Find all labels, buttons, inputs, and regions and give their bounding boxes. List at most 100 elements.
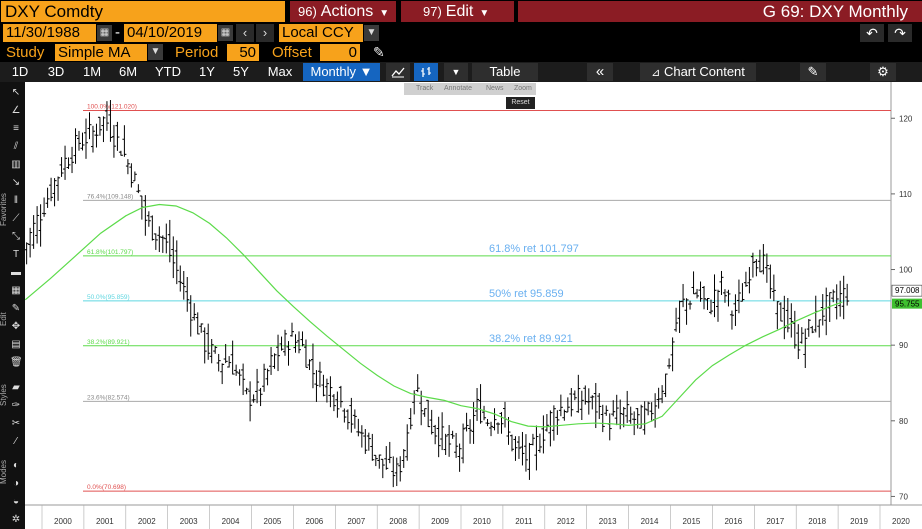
y-tick-label: 80 (899, 417, 908, 426)
x-tick-label: 2007 (347, 517, 365, 526)
channel-tool-icon[interactable]: ⫽ (13, 141, 19, 152)
actions-number: 96) (298, 4, 317, 19)
range-ytd-button[interactable]: YTD (155, 64, 181, 79)
mode-a-icon[interactable]: ◐ (12, 460, 20, 471)
range-1d-button[interactable]: 1D (11, 64, 29, 79)
x-tick-label: 2009 (431, 517, 449, 526)
range-3d-button[interactable]: 3D (47, 64, 65, 79)
chevron-down-icon[interactable]: ▼ (364, 25, 379, 41)
calendar-icon[interactable]: ▦ (218, 25, 233, 41)
gear-icon[interactable]: ⚙ (870, 63, 896, 81)
offset-field[interactable]: 0 (320, 44, 360, 61)
text-tool-icon[interactable]: T (12, 249, 20, 260)
x-tick-label: 2003 (180, 517, 198, 526)
frequency-select[interactable]: Monthly ▼ (303, 63, 380, 81)
range-max-button[interactable]: Max (267, 64, 293, 79)
line-tool-icon[interactable]: ∠ (11, 105, 21, 116)
erase-tool-icon[interactable]: ✂ (11, 418, 21, 429)
cursor-icon[interactable]: ↖ (11, 87, 21, 98)
delete-icon[interactable]: 🗑 (10, 357, 23, 368)
chevron-down-icon: ▼ (479, 8, 490, 19)
y-tick-label: 120 (899, 114, 913, 123)
x-tick-label: 2015 (683, 517, 701, 526)
pencil-icon[interactable]: ✎ (373, 44, 385, 60)
chevron-down-icon[interactable]: ▼ (148, 44, 163, 60)
previous-period-button[interactable]: ‹ (236, 24, 254, 42)
next-period-button[interactable]: › (256, 24, 274, 42)
x-tick-label: 2005 (264, 517, 282, 526)
zoom-mode-button[interactable]: Zoom (514, 85, 532, 92)
page-title: G 69: DXY Monthly (762, 2, 908, 21)
range-1m-button[interactable]: 1M (82, 64, 102, 79)
chevron-down-icon: ▼ (379, 8, 390, 19)
end-date-field[interactable]: 04/10/2019 (124, 24, 217, 42)
x-tick-label: 2011 (515, 517, 533, 526)
undo-button[interactable]: ↶ (860, 24, 884, 42)
study-bar: Study Simple MA ▼ Period 50 Offset 0 ✎ (0, 43, 922, 62)
study-select[interactable]: Simple MA (55, 44, 147, 61)
x-tick-label: 2012 (557, 517, 575, 526)
chart-content-label: Chart Content (663, 64, 745, 79)
range-6m-button[interactable]: 6M (118, 64, 138, 79)
fib-label: 100.0%(121.020) (87, 104, 137, 111)
trend-tool-icon[interactable]: ⟋ (12, 213, 20, 224)
reset-zoom-button[interactable]: Reset (506, 97, 535, 109)
edit-section-label: Edit (0, 312, 8, 326)
retracement-annotation: 38.2% ret 89.921 (489, 333, 573, 345)
fib-tool-icon[interactable]: ≡ (13, 123, 19, 134)
mode-b-icon[interactable]: ◑ (12, 478, 20, 489)
ray-tool-icon[interactable]: ↘ (11, 177, 21, 188)
retracement-annotation: 50% ret 95.859 (489, 288, 564, 300)
highlight-tool-icon[interactable]: ▰ (12, 382, 20, 393)
x-tick-label: 2000 (54, 517, 72, 526)
arrow-tool-icon[interactable]: ⤡ (12, 231, 20, 242)
start-date-field[interactable]: 11/30/1988 (3, 24, 96, 42)
fib-label: 50.0%(95.859) (87, 294, 130, 301)
track-mode-button[interactable]: Track (416, 85, 434, 92)
chart-toolbar: 1D 3D 1M 6M YTD 1Y 5Y Max Monthly ▼ ▼ Ta… (0, 62, 922, 82)
edit-label: Edit (445, 3, 474, 20)
paste-tool-icon[interactable]: ▤ (11, 339, 21, 350)
annotate-mode-button[interactable]: Annotate (444, 85, 473, 92)
chevron-down-icon[interactable]: ▼ (444, 63, 468, 81)
chevron-down-icon: ▼ (359, 64, 373, 79)
y-tick-label: 100 (899, 266, 913, 275)
shade-tool-icon[interactable]: ⁄ (15, 436, 17, 447)
chart-content-icon: ⊿ (651, 67, 661, 79)
last-price-tag (891, 284, 922, 297)
move-tool-icon[interactable]: ✥ (11, 321, 21, 332)
actions-label: Actions (320, 3, 374, 20)
currency-select[interactable]: Local CCY (279, 24, 363, 42)
retracement-tool-icon[interactable]: ‖ (13, 195, 19, 206)
bar-chart-icon[interactable] (414, 63, 438, 81)
edit-menu-button[interactable]: 97) Edit ▼ (401, 1, 514, 22)
y-tick-label: 90 (899, 341, 908, 350)
x-axis-area (25, 505, 922, 529)
news-mode-button[interactable]: News (486, 85, 504, 92)
table-button[interactable]: Table (472, 63, 538, 81)
settings-small-icon[interactable]: ✲ (11, 514, 21, 525)
double-chevron-left-icon[interactable]: « (587, 63, 613, 81)
brush-tool-icon[interactable]: ✑ (11, 400, 21, 411)
line-chart-icon[interactable] (386, 63, 410, 81)
edit-chart-icon[interactable]: ✎ (800, 63, 826, 81)
pencil-tool-icon[interactable]: ✎ (11, 303, 21, 314)
pattern-tool-icon[interactable]: ▦ (11, 285, 21, 296)
fib-label: 76.4%(109.148) (87, 193, 133, 200)
calendar-icon[interactable]: ▦ (97, 25, 112, 41)
drawing-tools-sidebar: ↖ ∠ ≡ ⫽ ▥ ↘ ‖ ⟋ ⤡ T ▬ ▦ ✎ ✥ ▤ 🗑 ▰ ✑ ✂ ⁄ … (0, 82, 25, 529)
hline-tool-icon[interactable]: ▬ (11, 267, 21, 278)
mode-c-icon[interactable]: ◒ (12, 496, 20, 507)
y-tick-label: 110 (899, 190, 912, 199)
chart-canvas[interactable]: 2000 2001 2002 2003 2004 2005 2006 2007 2008 2009… (25, 82, 922, 529)
range-1y-button[interactable]: 1Y (199, 64, 215, 79)
marker-tool-icon[interactable]: ▥ (11, 159, 21, 170)
period-field[interactable]: 50 (227, 44, 259, 61)
actions-menu-button[interactable]: 96) Actions ▼ (290, 1, 396, 22)
chart-content-button[interactable]: ⊿ Chart Content (640, 63, 756, 81)
x-tick-label: 2013 (599, 517, 617, 526)
redo-button[interactable]: ↷ (888, 24, 912, 42)
price-chart[interactable]: 2000 2001 2002 2003 2004 2005 2006 2007 2008 2009… (25, 82, 922, 529)
range-5y-button[interactable]: 5Y (233, 64, 249, 79)
ticker-field[interactable]: DXY Comdty (1, 1, 285, 22)
